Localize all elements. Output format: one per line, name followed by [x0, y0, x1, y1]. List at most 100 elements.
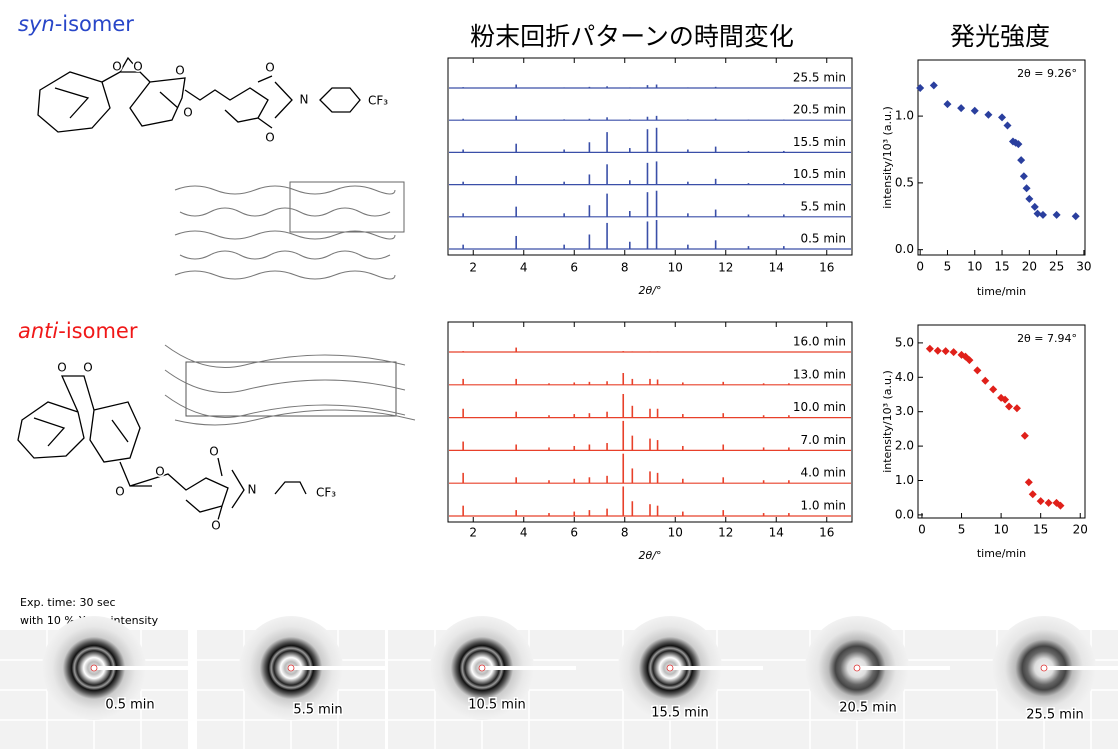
x-tick-label: 5 [944, 260, 952, 274]
atom-label: N [248, 483, 257, 497]
x-tick-label: 4 [520, 261, 528, 275]
anti-packing [165, 345, 415, 425]
x-tick-label: 5 [958, 523, 966, 537]
beam-stop [1044, 666, 1118, 670]
trace-label: 10.0 min [793, 400, 846, 414]
x-axis-label: 2θ/° [639, 284, 662, 297]
x-tick-label: 12 [718, 261, 733, 275]
beam-stop [482, 666, 576, 670]
data-point [1020, 172, 1028, 180]
data-point [942, 347, 950, 355]
data-point [934, 347, 942, 355]
x-tick-label: 15 [1033, 523, 1048, 537]
image-label: 20.5 min [839, 701, 897, 716]
x-axis-label: time/min [977, 547, 1026, 560]
data-point [1013, 404, 1021, 412]
trace-label: 4.0 min [800, 466, 846, 480]
data-point [930, 81, 938, 89]
trace-label: 16.0 min [793, 335, 846, 349]
atom-label: O [83, 361, 92, 375]
beam-center [288, 665, 294, 671]
anti-label: anti-isomer [18, 319, 138, 343]
data-point [1005, 403, 1013, 411]
data-point [950, 348, 958, 356]
y-tick-label: 1.0 [895, 109, 914, 123]
x-tick-label: 2 [469, 526, 477, 540]
atom-label: O [211, 519, 220, 533]
syn-molecule [38, 58, 360, 132]
data-point [989, 385, 997, 393]
y-tick-label: 3.0 [895, 404, 914, 418]
image-label: 0.5 min [105, 698, 154, 713]
exp-note: Exp. time: 30 sec [20, 596, 116, 609]
y-axis-label: intensity/10³ (a.u.) [881, 370, 894, 473]
atom-label: O [112, 60, 121, 74]
annotation: 2θ = 7.94° [1017, 332, 1077, 345]
x-tick-label: 14 [769, 261, 784, 275]
x-tick-label: 10 [993, 523, 1008, 537]
x-tick-label: 16 [819, 261, 834, 275]
atom-label: O [133, 60, 142, 74]
syn-label: syn-isomer [18, 12, 134, 36]
data-point [1072, 212, 1080, 220]
trace-label: 0.5 min [800, 232, 846, 246]
data-point [943, 100, 951, 108]
beam-stop [857, 666, 951, 670]
y-tick-label: 0.0 [895, 242, 914, 256]
x-tick-label: 8 [621, 526, 629, 540]
x-tick-label: 2 [469, 261, 477, 275]
plot-frame [918, 325, 1085, 518]
detector-images: 0.5 min5.5 min10.5 min15.5 min20.5 min25… [0, 616, 1118, 749]
image-label: 5.5 min [293, 703, 342, 718]
data-point [1025, 478, 1033, 486]
data-point [981, 377, 989, 385]
data-point [1045, 499, 1053, 507]
plot-frame [918, 60, 1085, 255]
data-point [1037, 497, 1045, 505]
data-point [916, 84, 924, 92]
x-tick-label: 30 [1076, 260, 1091, 274]
y-tick-label: 2.0 [895, 439, 914, 453]
atom-label: O [265, 131, 274, 145]
emission-heading: 発光強度 [950, 22, 1050, 51]
data-point [1053, 211, 1061, 219]
y-tick-label: 0.0 [895, 507, 914, 521]
x-tick-label: 12 [718, 526, 733, 540]
x-tick-label: 25 [1049, 260, 1064, 274]
beam-center [1041, 665, 1047, 671]
beam-center [91, 665, 97, 671]
trace-label: 5.5 min [800, 199, 846, 213]
atom-label: O [265, 61, 274, 75]
beam-stop [291, 666, 385, 670]
atom-label: O [175, 64, 184, 78]
annotation: 2θ = 9.26° [1017, 67, 1077, 80]
image-label: 10.5 min [468, 698, 526, 713]
x-tick-label: 10 [967, 260, 982, 274]
atom-label: CF₃ [368, 94, 388, 108]
data-point [1039, 211, 1047, 219]
data-point [998, 113, 1006, 121]
image-label: 15.5 min [651, 706, 709, 721]
atom-label: O [183, 106, 192, 120]
trace-label: 13.0 min [793, 367, 846, 381]
atom-label: O [155, 465, 164, 479]
x-tick-label: 10 [668, 261, 683, 275]
trace-label: 1.0 min [800, 499, 846, 513]
atom-label: O [115, 485, 124, 499]
y-tick-label: 0.5 [895, 175, 914, 189]
syn-packing [175, 182, 404, 279]
data-point [971, 107, 979, 115]
beam-center [854, 665, 860, 671]
y-tick-label: 1.0 [895, 473, 914, 487]
x-tick-label: 14 [769, 526, 784, 540]
data-point [957, 104, 965, 112]
atom-label: O [57, 361, 66, 375]
trace-label: 15.5 min [793, 135, 846, 149]
trace-label: 7.0 min [800, 433, 846, 447]
data-point [1004, 121, 1012, 129]
beam-stop [94, 666, 188, 670]
x-tick-label: 20 [1022, 260, 1037, 274]
data-point [1029, 490, 1037, 498]
atom-label: CF₃ [316, 486, 336, 500]
beam-stop [670, 666, 764, 670]
